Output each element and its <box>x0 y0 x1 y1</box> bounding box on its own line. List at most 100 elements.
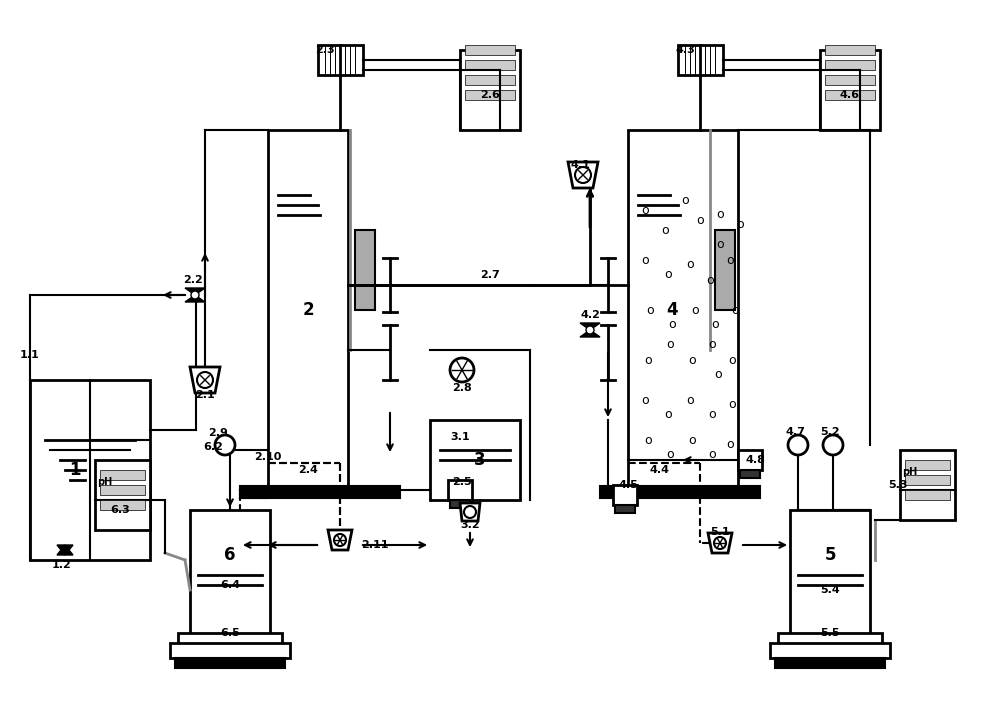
Bar <box>465 90 515 100</box>
Polygon shape <box>190 367 220 393</box>
Bar <box>770 643 890 658</box>
Text: 6: 6 <box>224 546 236 564</box>
Polygon shape <box>580 323 600 330</box>
Text: o: o <box>666 448 674 461</box>
Circle shape <box>215 435 235 455</box>
Text: o: o <box>726 254 734 267</box>
Text: 2.11: 2.11 <box>361 540 389 550</box>
Bar <box>825 45 875 55</box>
Bar <box>790 510 870 640</box>
Bar <box>820 50 880 130</box>
Text: o: o <box>728 399 736 411</box>
Text: 3.2: 3.2 <box>460 520 480 530</box>
Ellipse shape <box>310 464 346 476</box>
Text: 4.1: 4.1 <box>570 160 590 170</box>
Polygon shape <box>568 162 598 188</box>
Bar <box>448 480 472 500</box>
Bar <box>318 45 363 75</box>
Text: 2.3: 2.3 <box>315 45 335 55</box>
Text: 4.5: 4.5 <box>618 480 638 490</box>
Circle shape <box>586 326 594 334</box>
Text: 4.4: 4.4 <box>650 465 670 475</box>
Text: 4.7: 4.7 <box>785 427 805 437</box>
Text: 3: 3 <box>474 451 486 469</box>
Text: 5.2: 5.2 <box>820 427 840 437</box>
Bar <box>905 475 950 485</box>
Bar <box>778 633 882 645</box>
Text: pH: pH <box>902 467 917 477</box>
Ellipse shape <box>270 464 306 476</box>
Text: o: o <box>644 354 652 366</box>
Polygon shape <box>57 545 73 555</box>
Text: o: o <box>708 448 716 461</box>
Text: o: o <box>708 409 716 421</box>
Text: pH: pH <box>97 477 112 487</box>
Bar <box>355 230 375 310</box>
Bar <box>175 658 285 668</box>
Text: 2.8: 2.8 <box>452 383 472 393</box>
Text: 4.8: 4.8 <box>745 455 765 465</box>
Ellipse shape <box>828 632 858 642</box>
Text: o: o <box>696 213 704 227</box>
Text: o: o <box>711 319 719 332</box>
Text: o: o <box>688 354 696 366</box>
Text: o: o <box>668 319 676 332</box>
Text: o: o <box>641 203 649 217</box>
Text: 2.6: 2.6 <box>480 90 500 100</box>
Text: o: o <box>646 304 654 317</box>
Text: o: o <box>714 369 722 381</box>
Bar <box>738 450 762 470</box>
Text: 2.5: 2.5 <box>452 477 472 487</box>
Text: 2.2: 2.2 <box>183 275 203 285</box>
Polygon shape <box>328 530 352 550</box>
Circle shape <box>450 358 474 382</box>
Text: o: o <box>726 438 734 451</box>
Text: 1.1: 1.1 <box>20 350 40 360</box>
Text: 3.1: 3.1 <box>450 432 470 442</box>
Bar <box>100 500 145 510</box>
Bar <box>905 490 950 500</box>
Bar <box>178 633 282 645</box>
Ellipse shape <box>193 632 223 642</box>
Text: 6.2: 6.2 <box>203 442 223 452</box>
Bar <box>615 505 635 513</box>
Polygon shape <box>708 533 732 553</box>
Text: o: o <box>641 254 649 267</box>
Polygon shape <box>57 545 73 555</box>
Bar <box>170 643 290 658</box>
Text: o: o <box>666 339 674 352</box>
Bar <box>95 460 150 530</box>
Text: 5.1: 5.1 <box>710 527 730 537</box>
Text: 1.2: 1.2 <box>52 560 72 570</box>
Bar <box>268 130 348 490</box>
Text: o: o <box>691 304 699 317</box>
Text: o: o <box>686 394 694 406</box>
Text: 5.5: 5.5 <box>820 628 840 638</box>
Text: 2.7: 2.7 <box>480 270 500 280</box>
Bar <box>775 658 885 668</box>
Polygon shape <box>580 330 600 337</box>
Bar <box>430 420 520 500</box>
Bar <box>715 230 735 310</box>
Text: 2.10: 2.10 <box>254 452 282 462</box>
Ellipse shape <box>670 464 706 476</box>
Bar <box>240 486 400 498</box>
Polygon shape <box>185 288 205 295</box>
Bar <box>825 60 875 70</box>
Text: o: o <box>686 259 694 272</box>
Circle shape <box>714 537 726 549</box>
Bar <box>905 460 950 470</box>
Bar <box>190 510 270 640</box>
Text: o: o <box>688 434 696 446</box>
Text: 4.6: 4.6 <box>840 90 860 100</box>
Text: 6.3: 6.3 <box>110 505 130 515</box>
Text: o: o <box>716 208 724 222</box>
Text: o: o <box>664 269 672 282</box>
Text: 2: 2 <box>302 301 314 319</box>
Bar <box>740 470 760 478</box>
Circle shape <box>191 291 199 299</box>
Circle shape <box>197 372 213 388</box>
Text: 2.4: 2.4 <box>298 465 318 475</box>
Text: 4.3: 4.3 <box>675 45 695 55</box>
Ellipse shape <box>631 464 666 476</box>
